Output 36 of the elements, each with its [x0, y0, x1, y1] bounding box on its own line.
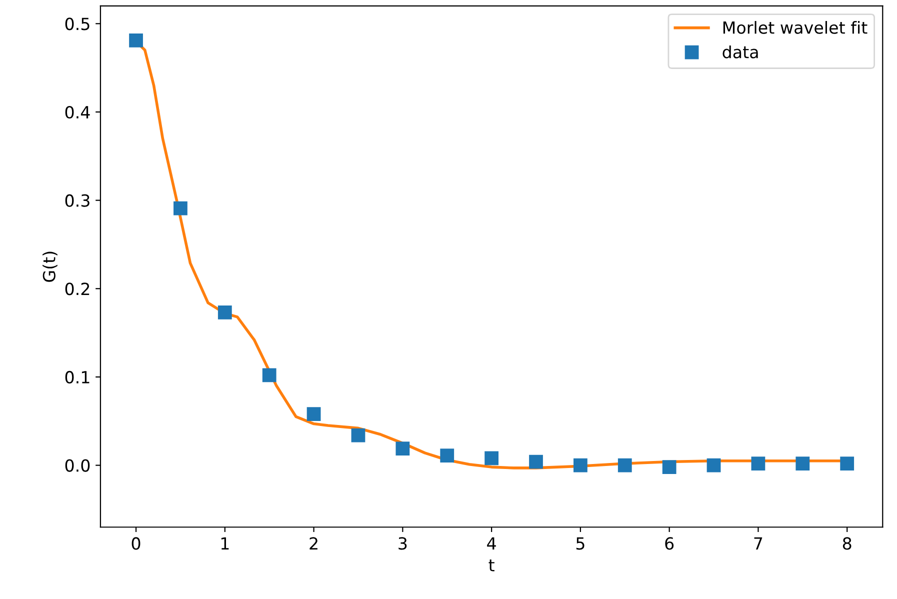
- x-tick-label: 3: [398, 537, 407, 550]
- point: [440, 448, 454, 463]
- point: [306, 407, 321, 422]
- x-axis-title: t: [488, 559, 494, 572]
- point: [529, 454, 543, 469]
- point: [218, 306, 232, 320]
- point: [796, 456, 810, 470]
- point: [618, 458, 632, 472]
- y-axis-title: G(t): [42, 252, 58, 282]
- point: [662, 460, 676, 474]
- point: [351, 428, 366, 442]
- y-tick-label: 0.0: [65, 459, 90, 472]
- point: [573, 458, 588, 472]
- y-tick-label: 0.4: [65, 106, 90, 119]
- point: [129, 33, 143, 48]
- legend-label: Morlet wavelet fit: [723, 20, 868, 34]
- point: [174, 201, 188, 216]
- point: [484, 451, 498, 466]
- x-tick-label: 2: [310, 537, 318, 550]
- x-tick-label: 5: [576, 537, 584, 550]
- x-tick-label: 0: [132, 537, 140, 550]
- y-tick-label: 0.1: [65, 370, 90, 384]
- point: [840, 456, 854, 470]
- point: [396, 442, 410, 456]
- point: [706, 458, 721, 472]
- y-tick-label: 0.3: [65, 194, 90, 207]
- x-tick-label: 4: [487, 537, 496, 550]
- y-tick-label: 0.5: [65, 18, 90, 30]
- x-tick-label: 8: [842, 537, 852, 550]
- y-tick-label: 0.2: [65, 282, 90, 296]
- legend-label: data: [722, 45, 758, 58]
- point: [262, 368, 276, 382]
- point: [751, 456, 766, 470]
- x-tick-label: 7: [754, 537, 762, 550]
- x-tick-label: 6: [665, 537, 674, 550]
- x-tick-label: 1: [221, 537, 229, 550]
